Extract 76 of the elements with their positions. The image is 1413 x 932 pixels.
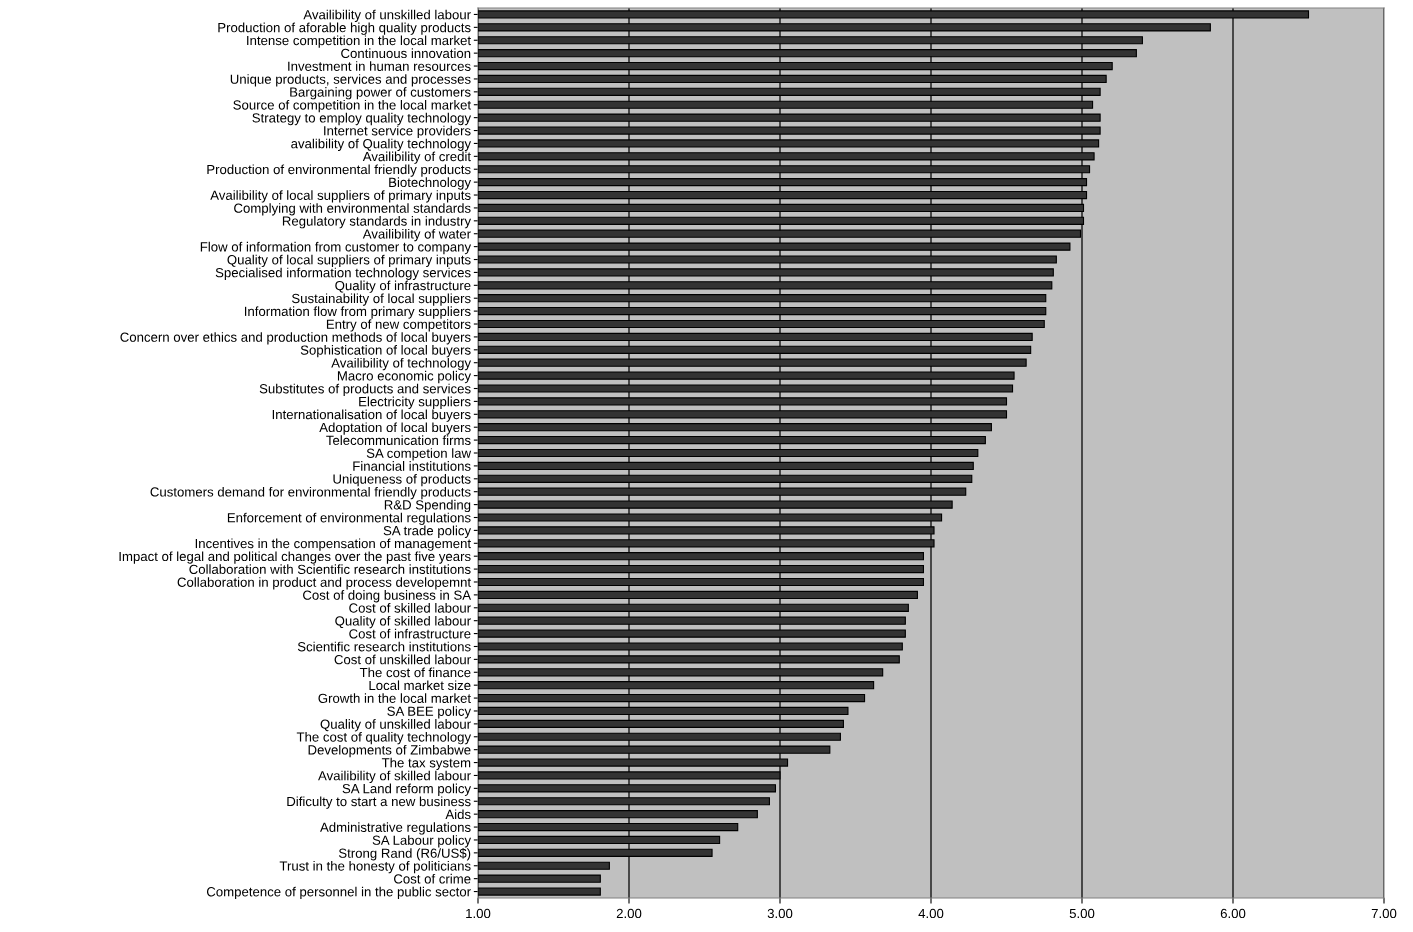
y-tick-label: Substitutes of products and services bbox=[259, 383, 471, 397]
x-tick-label: 3.00 bbox=[767, 908, 793, 919]
y-tick-label: Uniqueness of products bbox=[333, 474, 471, 487]
y-tick-label: Regulatory standards in industry bbox=[282, 216, 472, 229]
y-tick-label: Cost of doing business in SA bbox=[303, 590, 472, 603]
x-tick-label: 5.00 bbox=[1069, 908, 1095, 919]
y-tick-label: Unique products, services and processes bbox=[230, 74, 471, 87]
y-tick-label: Local market size bbox=[369, 680, 471, 691]
y-tick-label: Strong Rand (R6/US$) bbox=[338, 847, 471, 861]
y-tick-label: Strategy to employ quality technology bbox=[252, 112, 472, 126]
y-tick-label: Aids bbox=[445, 809, 471, 820]
y-tick-label: Impact of legal and political changes over the past five years bbox=[119, 551, 471, 564]
y-tick-label: Quality of infrastructure bbox=[335, 280, 471, 293]
y-tick-label: Availibility of water bbox=[362, 228, 471, 242]
y-tick-label: Competence of personnel in the public sector bbox=[206, 886, 471, 900]
y-tick-label: Investment in human resources bbox=[288, 61, 471, 71]
y-tick-label: Administrative regulations bbox=[320, 822, 471, 835]
y-tick-label: Flow of information from customer to company bbox=[200, 241, 472, 255]
x-tick-label: 7.00 bbox=[1371, 908, 1397, 919]
y-tick-label: Availibility of technology bbox=[331, 357, 472, 371]
y-tick-label: Cost of crime bbox=[394, 873, 471, 884]
y-tick-label: Scientific research institutions bbox=[297, 641, 471, 652]
y-tick-label: Intense competition in the local market bbox=[247, 35, 471, 48]
y-tick-label: Bargaining power of customers bbox=[290, 87, 471, 100]
y-tick-label: The cost of finance bbox=[359, 667, 471, 678]
y-tick-label: Incentives in the compensation of management bbox=[195, 538, 471, 551]
y-tick-label: SA BEE policy bbox=[387, 706, 472, 719]
y-tick-label: Continuous innovation bbox=[341, 48, 471, 59]
y-tick-label: Internet service providers bbox=[324, 125, 471, 139]
y-tick-label: Cost of infrastructure bbox=[349, 628, 471, 639]
y-tick-label: avalibility of Quality technology bbox=[291, 138, 472, 151]
y-tick-label: Enforcement of environmental regulations bbox=[227, 512, 471, 526]
y-tick-label: Internationalisation of local buyers bbox=[272, 409, 471, 422]
y-tick-label: SA Land reform policy bbox=[342, 783, 472, 796]
y-tick-label: R&D Spending bbox=[384, 499, 471, 513]
y-tick-label: Dificulty to start a new business bbox=[287, 796, 471, 809]
y-tick-label: Developments of Zimbabwe bbox=[308, 744, 471, 758]
y-tick-label: Customers demand for environmental friendly products bbox=[150, 486, 471, 500]
y-tick-label: Adoptation of local buyers bbox=[319, 422, 471, 435]
y-tick-label: Availibility of skilled labour bbox=[318, 770, 471, 783]
x-tick-label: 2.00 bbox=[616, 908, 642, 919]
y-tick-label: Complying with environmental standards bbox=[234, 203, 471, 216]
y-tick-label: Quality of skilled labour bbox=[335, 615, 471, 629]
y-tick-label: SA Labour policy bbox=[372, 835, 472, 848]
y-tick-label: Collaboration in product and process developemnt bbox=[177, 577, 471, 590]
y-tick-label: Information flow from primary suppliers bbox=[244, 306, 471, 319]
y-tick-label: Entry of new competitors bbox=[326, 319, 471, 332]
y-tick-label: Biotechnology bbox=[389, 177, 472, 190]
y-tick-label: SA competion law bbox=[366, 448, 472, 461]
y-tick-label: SA trade policy bbox=[383, 525, 472, 538]
x-tick-label: 6.00 bbox=[1220, 908, 1246, 919]
y-tick-label: Cost of skilled labour bbox=[349, 603, 471, 613]
y-tick-label: Availibility of local suppliers of primary inputs bbox=[210, 190, 471, 203]
y-tick-label: Production of environmental friendly products bbox=[207, 164, 471, 177]
y-tick-label: Growth in the local market bbox=[318, 693, 471, 703]
y-tick-label: The tax system bbox=[381, 757, 471, 771]
y-tick-label: Quality of unskilled labour bbox=[320, 719, 471, 732]
y-tick-label: The cost of quality technology bbox=[296, 731, 472, 745]
y-tick-label: Collaboration with Scientific research institutions bbox=[189, 564, 471, 574]
y-tick-label: Availibility of credit bbox=[362, 151, 471, 164]
y-tick-label: Electricity suppliers bbox=[359, 396, 471, 409]
y-tick-label: Trust in the honesty of politicians bbox=[279, 860, 471, 874]
y-tick-label: Sophistication of local buyers bbox=[300, 345, 471, 358]
y-tick-label: Production of aforable high quality products bbox=[218, 22, 471, 35]
y-tick-label: Concern over ethics and production methods of local buyers bbox=[120, 332, 471, 345]
x-tick-label: 4.00 bbox=[918, 908, 944, 919]
y-tick-label: Telecommunication firms bbox=[326, 435, 471, 446]
y-tick-label: Source of competition in the local market bbox=[233, 99, 471, 113]
y-tick-label: Availibility of unskilled labour bbox=[303, 9, 471, 22]
y-tick-label: Cost of unskilled labour bbox=[334, 654, 471, 665]
y-tick-label: Financial institutions bbox=[353, 461, 471, 471]
x-tick-label: 1.00 bbox=[466, 908, 491, 919]
y-tick-label: Quality of local suppliers of primary inputs bbox=[227, 254, 471, 268]
y-tick-label: Macro economic policy bbox=[337, 370, 472, 384]
y-tick-label: Sustainability of local suppliers bbox=[291, 293, 471, 306]
y-tick-label: Specialised information technology services bbox=[215, 267, 471, 280]
